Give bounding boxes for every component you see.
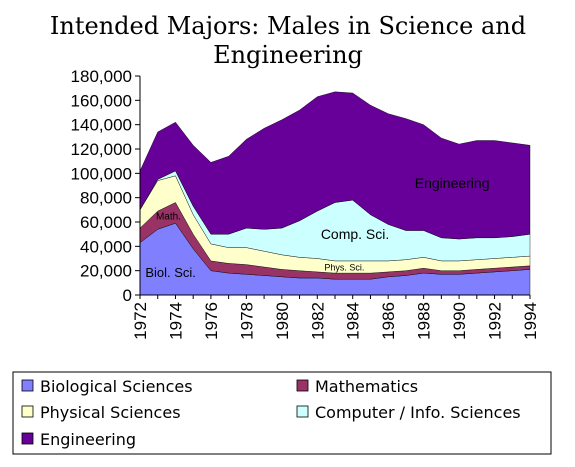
- area-annotation-1: Math.: [156, 212, 181, 223]
- y-tick-label: 60,000: [80, 213, 132, 232]
- x-tick-label: 1990: [450, 302, 469, 340]
- x-tick-label: 1992: [486, 302, 505, 340]
- x-tick-label: 1994: [521, 302, 540, 340]
- y-tick-label: 80,000: [80, 189, 132, 208]
- legend-label-2: Physical Sciences: [40, 403, 181, 422]
- x-tick-label: 1988: [415, 302, 434, 340]
- area-annotation-4: Engineering: [415, 175, 490, 191]
- legend-swatch-3: [296, 405, 309, 418]
- legend-box: [12, 371, 552, 455]
- area-annotation-3: Comp. Sci.: [321, 226, 389, 242]
- area-annotation-2: Phys. Sci.: [324, 263, 364, 273]
- area-series-4: [139, 91, 531, 240]
- area-annotations: Biol. Sci. Math. Phys. Sci. Comp. Sci. Engin…: [145, 175, 489, 280]
- x-tick-label: 1984: [344, 302, 363, 340]
- area-series-group: [139, 91, 531, 296]
- y-tick-label: 140,000: [71, 116, 132, 135]
- y-tick-label: 160,000: [71, 91, 132, 110]
- x-tick-label: 1974: [166, 302, 185, 340]
- y-tick-label: 120,000: [71, 140, 132, 159]
- legend-swatch-0: [21, 379, 34, 392]
- legend-label-4: Engineering: [40, 430, 136, 449]
- y-tick-label: 20,000: [80, 262, 132, 281]
- legend-swatch-1: [296, 379, 309, 392]
- legend-label-1: Mathematics: [315, 377, 418, 396]
- x-tick-label: 1982: [308, 302, 327, 340]
- y-tick-label: 40,000: [80, 237, 132, 256]
- y-tick-label: 100,000: [71, 164, 132, 183]
- y-tick-label: 180,000: [71, 67, 132, 86]
- area-annotation-0: Biol. Sci.: [145, 265, 196, 280]
- x-tick-label: 1986: [379, 302, 398, 340]
- legend-swatch-4: [21, 432, 34, 445]
- chart-title-line-2: Engineering: [213, 41, 363, 69]
- legend: Biological Sciences Mathematics Physical S…: [12, 371, 552, 455]
- x-tick-label: 1976: [202, 302, 221, 340]
- chart-title-line-1: Intended Majors: Males in Science and: [50, 12, 526, 40]
- legend-label-0: Biological Sciences: [40, 377, 193, 396]
- legend-swatch-2: [21, 405, 34, 418]
- legend-label-3: Computer / Info. Sciences: [315, 403, 521, 422]
- y-tick-label: 0: [123, 286, 132, 305]
- x-tick-label: 1972: [131, 302, 150, 340]
- x-tick-label: 1980: [273, 302, 292, 340]
- x-tick-label: 1978: [237, 302, 256, 340]
- axes: 0 20,000 40,000 60,000 80,000 100,000 120,000 1…: [71, 67, 540, 340]
